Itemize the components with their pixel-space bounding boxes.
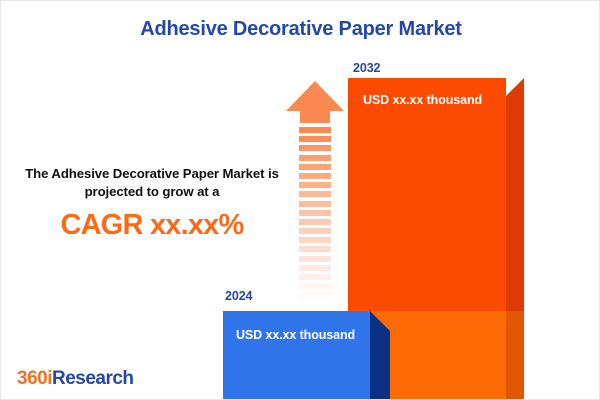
arrow-stripe <box>299 246 331 253</box>
arrow-stripe <box>299 145 331 152</box>
bar-2024-side-face <box>370 311 390 399</box>
arrow-stripe <box>299 218 331 225</box>
bar-label-2032: 2032 <box>353 61 381 75</box>
bar-2024-value-label: USD xx.xx thousand <box>236 328 356 342</box>
growth-arrow-icon <box>286 81 344 306</box>
arrow-stripe <box>299 209 331 216</box>
arrow-stripes <box>299 127 331 305</box>
arrow-stripe <box>299 200 331 207</box>
bar-2024-front-face <box>223 311 370 399</box>
arrow-stripe <box>299 264 331 271</box>
bar-2032-value-label: USD xx.xx thousand <box>363 93 483 107</box>
arrow-head-icon <box>286 81 344 111</box>
narrative-block: The Adhesive Decorative Paper Market is … <box>19 165 285 241</box>
arrow-stripe <box>299 283 331 290</box>
cagr-value: CAGR xx.xx% <box>60 209 245 242</box>
bar-label-2024: 2024 <box>225 289 253 303</box>
page-title: Adhesive Decorative Paper Market <box>140 18 462 40</box>
arrow-stripe <box>299 191 331 198</box>
arrow-stripe <box>299 237 331 244</box>
logo-suffix: Research <box>51 368 134 389</box>
arrow-stripe <box>299 292 331 298</box>
brand-logo[interactable]: 360iResearch <box>17 368 134 390</box>
arrow-stripe <box>299 172 331 179</box>
arrow-stripe <box>299 255 331 262</box>
arrow-stripe <box>299 182 331 189</box>
narrative-text: The Adhesive Decorative Paper Market is … <box>25 166 279 200</box>
arrow-stripe <box>299 228 331 235</box>
bar-2032-side-face-lower <box>506 311 524 399</box>
bar-2032-front-face <box>348 78 506 311</box>
logo-prefix: 360i <box>17 368 52 389</box>
arrow-neck <box>300 111 330 123</box>
arrow-stripe <box>299 136 331 143</box>
arrow-stripe <box>299 154 331 161</box>
bar-2032-side-face <box>506 78 524 311</box>
arrow-stripe <box>299 274 331 280</box>
arrow-stripe <box>299 163 331 170</box>
arrow-stripe <box>299 127 331 133</box>
